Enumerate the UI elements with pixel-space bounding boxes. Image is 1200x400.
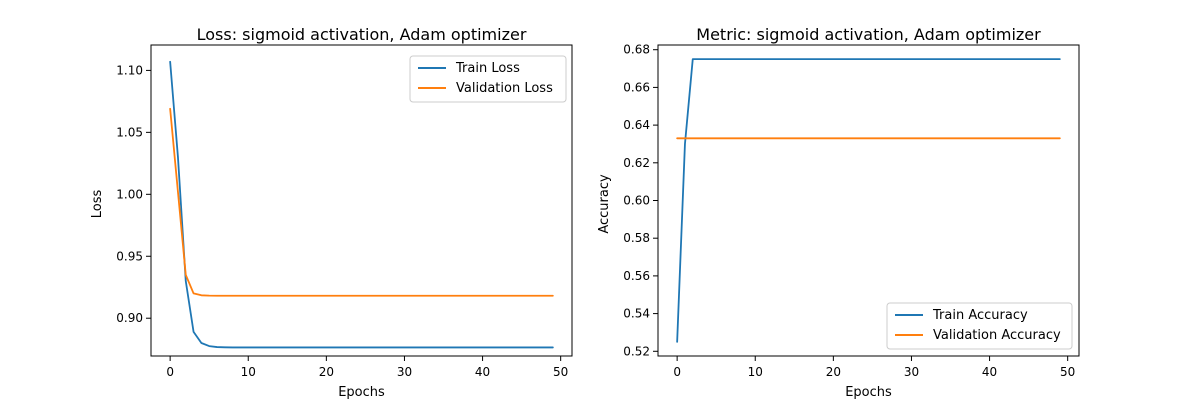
metric-chart-xtick-label: 50 [1060,365,1075,379]
loss-chart: Loss: sigmoid activation, Adam optimizer… [90,25,573,400]
loss-chart-xtick-label: 30 [397,365,412,379]
loss-chart-legend-label-validation: Validation Loss [456,81,553,96]
loss-chart-ytick-label: 1.10 [116,63,143,77]
loss-chart-ytick-label: 1.05 [116,125,143,139]
loss-chart-xtick-label: 10 [241,365,256,379]
metric-chart-legend: Train Accuracy Validation Accuracy [886,302,1073,350]
metric-chart-xtick-label: 30 [904,365,919,379]
metric-chart-ytick-label: 0.68 [623,43,650,57]
loss-chart-validation-line [169,107,554,297]
loss-chart-legend-box [409,55,567,103]
loss-chart-ytick-label: 0.90 [116,311,143,325]
metric-chart-ytick-label: 0.58 [623,231,650,245]
loss-chart-ytick-label: 0.95 [116,249,143,263]
metric-chart: Metric: sigmoid activation, Adam optimiz… [597,25,1080,400]
metric-chart-ytick-label: 0.62 [623,156,650,170]
metric-chart-legend-box [886,302,1073,350]
metric-chart-ytick-label: 0.56 [623,269,650,283]
metric-chart-ticks: 0 10 20 30 40 50 0.52 0.54 0.56 0.58 0.60 0.62 0.64 0… [623,43,1075,379]
loss-chart-frame [150,44,573,357]
loss-chart-xtick-label: 40 [475,365,490,379]
metric-chart-ytick-label: 0.60 [623,194,650,208]
loss-chart-xtick-label: 50 [553,365,568,379]
metric-chart-title: Metric: sigmoid activation, Adam optimiz… [696,25,1041,44]
loss-chart-ytick-label: 1.00 [116,187,143,201]
metric-chart-ytick-label: 0.66 [623,80,650,94]
metric-chart-ylabel: Accuracy [597,174,612,234]
metric-chart-lines [676,58,1061,343]
loss-chart-xtick-label: 0 [166,365,174,379]
metric-chart-xlabel: Epochs [845,385,892,400]
loss-chart-legend-label-train: Train Loss [455,61,520,76]
loss-chart-xlabel: Epochs [338,385,385,400]
metric-chart-xtick-label: 20 [826,365,841,379]
metric-chart-xtick-label: 40 [982,365,997,379]
loss-chart-ticks: 0 10 20 30 40 50 0.90 0.95 1.00 1.05 1.10 [116,63,568,379]
loss-chart-title: Loss: sigmoid activation, Adam optimizer [197,25,527,44]
metric-chart-ytick-label: 0.54 [623,307,650,321]
loss-chart-train-line [169,60,554,349]
loss-chart-legend: Train Loss Validation Loss [409,55,567,103]
metric-chart-xtick-label: 0 [673,365,681,379]
metric-chart-train-line [676,58,1061,343]
metric-chart-legend-label-validation: Validation Accuracy [933,328,1061,343]
metric-chart-ytick-label: 0.64 [623,118,650,132]
metric-chart-frame [657,44,1080,357]
metric-chart-legend-label-train: Train Accuracy [932,308,1028,323]
loss-chart-xtick-label: 20 [319,365,334,379]
metric-chart-ytick-label: 0.52 [623,344,650,358]
loss-chart-lines [169,60,554,349]
metric-chart-xtick-label: 10 [748,365,763,379]
loss-chart-ylabel: Loss [90,190,105,219]
